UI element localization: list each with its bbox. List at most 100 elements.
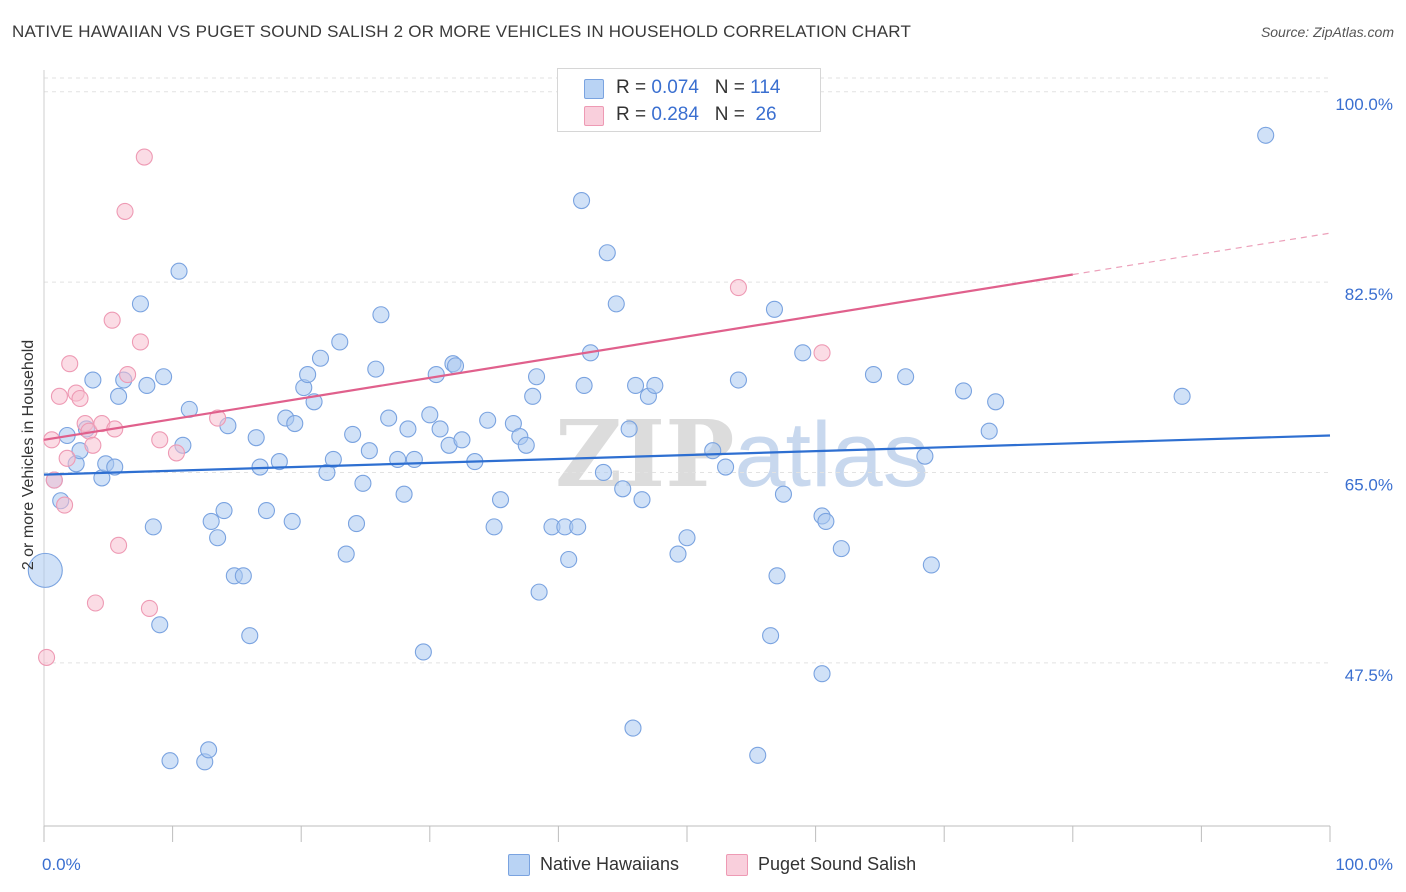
native-hawaiian-point: [598, 244, 616, 262]
native-hawaiian-point: [987, 393, 1005, 411]
native-hawaiian-point: [607, 295, 625, 313]
native-hawaiian-point: [421, 406, 439, 424]
puget-sound-salish-point: [50, 387, 68, 405]
native-hawaiian-point: [646, 376, 664, 395]
native-hawaiian-point: [155, 368, 173, 386]
puget-sound-salish-point: [110, 536, 128, 554]
native-hawaiian-point: [774, 485, 793, 503]
puget-sound-salish-point: [103, 311, 121, 329]
native-hawaiian-point: [446, 357, 465, 375]
native-hawaiian-point: [151, 616, 169, 634]
native-hawaiian-point: [717, 458, 735, 476]
native-hawaiian-point: [633, 491, 651, 509]
native-hawaiian-point: [283, 512, 301, 530]
native-hawaiian-point: [762, 627, 780, 645]
n-value: 26: [755, 104, 777, 125]
legend-label: Puget Sound Salish: [758, 854, 917, 874]
native-hawaiian-point: [1173, 387, 1191, 405]
r-label: R =: [616, 104, 647, 125]
puget-sound-salish-trend-line: [43, 273, 1073, 441]
native-hawaiian-point: [161, 752, 179, 770]
puget-sound-salish-point: [71, 389, 89, 408]
native-hawaiian-point: [131, 295, 149, 313]
stats-legend: R = 0.074 N = 114 R = 0.284 N = 26: [557, 68, 821, 132]
native-hawaiian-point: [594, 463, 612, 482]
native-hawaiian-point: [624, 719, 642, 737]
puget-sound-salish-point: [119, 366, 137, 384]
native-hawaiian-point: [347, 515, 366, 533]
native-hawaiian-point: [572, 191, 591, 210]
chart-title: NATIVE HAWAIIAN VS PUGET SOUND SALISH 2 …: [12, 22, 912, 41]
native-hawaiian-point: [399, 420, 417, 438]
native-hawaiian-point: [367, 360, 385, 378]
native-hawaiian-point: [202, 512, 220, 530]
puget-sound-salish-trend-extension: [1072, 232, 1331, 276]
puget-sound-salish-point: [813, 344, 831, 362]
native-hawaiian-point: [84, 371, 102, 389]
native-hawaiian-point: [922, 556, 940, 574]
native-hawaiian-point: [627, 376, 645, 395]
watermark: ZIPatlas: [555, 400, 929, 508]
r-value: 0.074: [651, 77, 699, 98]
native-hawaiian-point: [215, 501, 233, 520]
native-hawaiian-point: [485, 518, 503, 536]
native-hawaiian-point: [286, 414, 304, 433]
native-hawaiian-point: [257, 501, 276, 520]
native-hawaiian-point: [247, 429, 265, 447]
n-value: 114: [750, 77, 781, 98]
puget-sound-salish-point: [56, 496, 74, 514]
native-hawaiian-point: [209, 529, 227, 547]
native-hawaiian-point: [200, 741, 218, 759]
r-label: R =: [616, 77, 647, 98]
native-hawaiian-point: [337, 545, 355, 563]
series-legend: Native Hawaiians Puget Sound Salish: [0, 850, 1406, 880]
native-hawaiian-point: [620, 420, 638, 438]
blue-swatch: [508, 854, 530, 876]
pink-swatch: [726, 854, 748, 876]
native-hawaiians-trend-line: [43, 434, 1331, 476]
native-hawaiian-point: [144, 518, 162, 536]
n-label: N =: [714, 77, 745, 98]
native-hawaiian-point: [524, 387, 542, 405]
native-hawaiian-point: [897, 368, 915, 386]
native-hawaiian-point: [765, 300, 783, 318]
native-hawaiian-point: [527, 368, 546, 386]
native-hawaiian-point: [813, 665, 831, 683]
native-hawaiian-point: [575, 376, 593, 395]
y-tick-label: 82.5%: [1345, 285, 1393, 304]
native-hawaiian-point: [749, 746, 767, 764]
native-hawaiian-point: [794, 344, 812, 362]
native-hawaiian-point: [270, 453, 288, 471]
puget-sound-salish-point: [116, 202, 134, 220]
native-hawaiian-point: [832, 540, 850, 558]
native-hawaiian-point: [331, 333, 349, 351]
native-hawaiian-point: [491, 491, 510, 509]
native-hawaiian-point: [299, 366, 317, 384]
native-hawaiian-point: [372, 306, 390, 324]
native-hawaiian-point: [517, 436, 535, 454]
source-label: Source: ZipAtlas.com: [1260, 24, 1394, 40]
x-tick-label: 100.0%: [1335, 855, 1393, 874]
puget-sound-salish-point: [45, 471, 63, 489]
native-hawaiian-point: [311, 349, 330, 367]
native-hawaiian-point: [241, 627, 259, 645]
y-tick-label: 47.5%: [1345, 666, 1393, 685]
native-hawaiian-point: [234, 567, 252, 585]
puget-sound-salish-point: [86, 594, 104, 612]
native-hawaiian-point: [344, 425, 362, 443]
blue-swatch: [584, 79, 604, 99]
native-hawaiian-point: [395, 485, 413, 503]
native-hawaiian-point: [560, 550, 578, 569]
native-hawaiian-point: [817, 512, 835, 530]
puget-sound-salish-point: [43, 431, 61, 449]
native-hawaiian-point: [678, 529, 696, 547]
native-hawaiian-point: [1257, 126, 1275, 144]
native-hawaiian-point: [405, 450, 423, 468]
pink-swatch: [584, 106, 604, 126]
native-hawaiian-point: [530, 583, 548, 601]
puget-sound-salish-point: [151, 431, 169, 449]
legend-label: Native Hawaiians: [540, 854, 680, 874]
n-label: N =: [714, 104, 745, 125]
puget-sound-salish-point: [729, 279, 747, 297]
